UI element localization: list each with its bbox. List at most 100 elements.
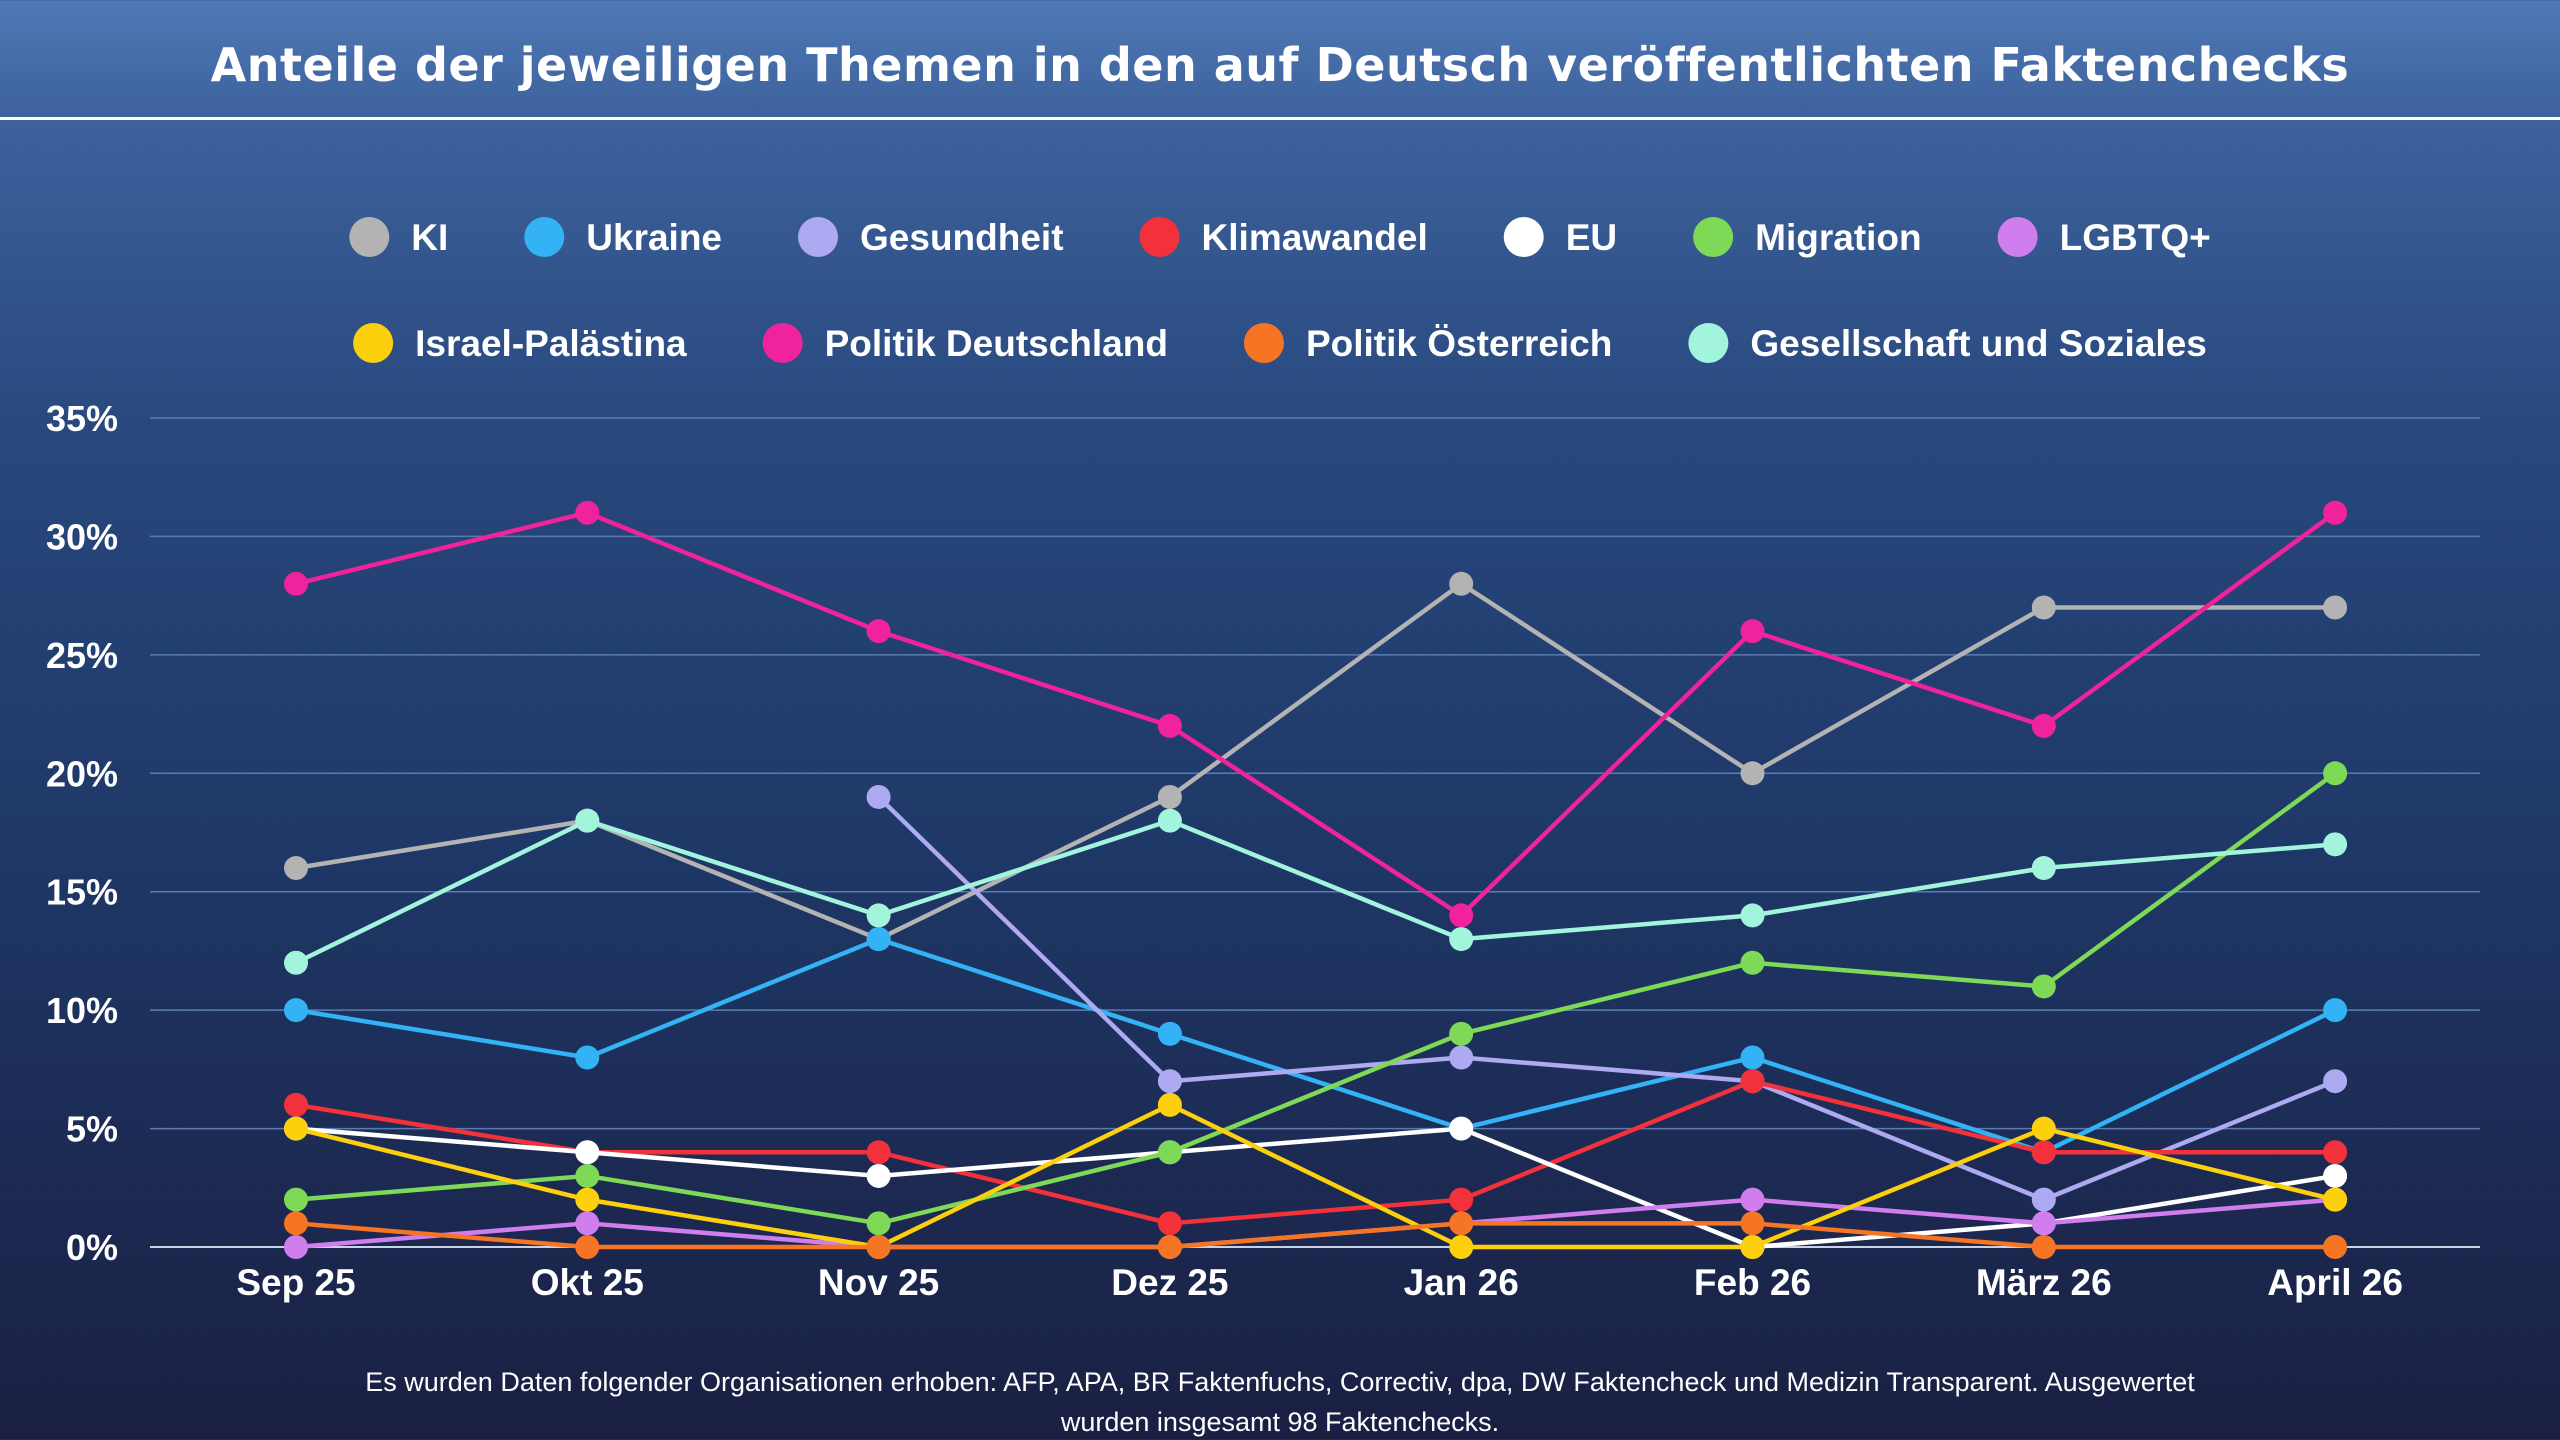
data-point	[1157, 808, 1182, 833]
legend-item-gesellschaft-und-soziales: Gesellschaft und Soziales	[1688, 323, 2207, 364]
data-point	[2031, 1116, 2056, 1141]
data-point	[866, 619, 891, 644]
series-line	[293, 1126, 2338, 1250]
data-point	[2323, 1187, 2348, 1212]
data-point	[2323, 832, 2348, 857]
data-point	[2323, 1069, 2348, 1094]
data-point	[1449, 1021, 1474, 1046]
x-tick-label: Feb 26	[1694, 1262, 1811, 1303]
data-point	[284, 1211, 308, 1236]
legend-marker	[349, 217, 390, 257]
data-point	[284, 998, 308, 1023]
data-point	[866, 927, 891, 952]
data-point	[284, 1235, 308, 1259]
legend-item-klimawandel: Klimawandel	[1139, 217, 1428, 258]
data-point	[1157, 1092, 1182, 1117]
legend-item-politik-deutschland: Politik Deutschland	[762, 323, 1168, 364]
chart-title: Anteile der jeweiligen Themen in den auf…	[210, 38, 2350, 92]
data-point	[1157, 713, 1182, 738]
series-line	[293, 1197, 2338, 1250]
data-point	[1740, 1211, 1765, 1236]
data-point	[866, 1211, 891, 1236]
data-point	[1449, 903, 1474, 928]
data-point	[1740, 1045, 1765, 1070]
legend-item-ukraine: Ukraine	[524, 217, 722, 258]
data-point	[575, 1163, 600, 1188]
legend-marker	[762, 323, 803, 363]
legend-label: KI	[411, 217, 448, 258]
series-politik-deutschland	[284, 500, 2348, 928]
legend-label: EU	[1566, 217, 1617, 258]
y-tick-label: 10%	[46, 990, 118, 1031]
legend-label: Politik Österreich	[1306, 323, 1612, 364]
y-tick-label: 0%	[66, 1227, 118, 1268]
data-point	[1449, 1116, 1474, 1141]
series-gesellschaft-und-soziales	[284, 808, 2348, 975]
series-line	[876, 794, 2338, 1202]
data-point	[575, 808, 600, 833]
x-tick-label: Jan 26	[1404, 1262, 1519, 1303]
data-point	[2031, 595, 2056, 620]
footnote-line-1: Es wurden Daten folgender Organisationen…	[365, 1367, 2195, 1397]
y-tick-label: 15%	[46, 872, 118, 913]
data-point	[575, 1140, 600, 1165]
gridlines	[150, 417, 2480, 1248]
legend-item-eu: EU	[1503, 217, 1617, 258]
data-point	[1449, 927, 1474, 952]
legend-label: LGBTQ+	[2060, 217, 2211, 258]
data-point	[2323, 595, 2348, 620]
data-point	[575, 1235, 600, 1259]
series-ki	[284, 571, 2348, 952]
data-point	[866, 903, 891, 928]
y-axis: 0% 5% 10% 15% 20% 25% 30% 35%	[46, 398, 118, 1268]
legend-marker	[1503, 217, 1544, 257]
data-point	[866, 1235, 891, 1259]
legend-item-lgbtq-plus: LGBTQ+	[1997, 217, 2211, 258]
data-point	[1157, 1069, 1182, 1094]
data-point	[1740, 1187, 1765, 1212]
legend-label: Migration	[1755, 217, 1921, 258]
data-point	[284, 1187, 308, 1212]
series-line	[293, 1078, 2338, 1226]
data-point	[575, 1211, 600, 1236]
x-tick-label: April 26	[2267, 1262, 2403, 1303]
data-point	[1157, 1211, 1182, 1236]
data-point	[2031, 856, 2056, 881]
series-line	[293, 936, 2338, 1155]
data-point	[284, 950, 308, 975]
legend-marker	[1693, 217, 1734, 257]
data-point	[1449, 1045, 1474, 1070]
data-point	[866, 1140, 891, 1165]
x-tick-label: Dez 25	[1111, 1262, 1228, 1303]
data-point	[284, 1116, 308, 1141]
series-lines	[284, 500, 2348, 1259]
data-point	[2031, 713, 2056, 738]
data-point	[2031, 1187, 2056, 1212]
data-point	[866, 784, 891, 809]
data-point	[284, 571, 308, 596]
y-tick-label: 25%	[46, 635, 118, 676]
series-line	[293, 1221, 2338, 1250]
legend-row: Israel-Palästina Politik Deutschland Polit…	[353, 323, 2207, 364]
legend-marker	[798, 217, 839, 257]
data-point	[1740, 950, 1765, 975]
x-axis: Sep 25 Okt 25 Nov 25 Dez 25 Jan 26 Feb 26 März…	[236, 1262, 2403, 1303]
legend-marker	[353, 323, 394, 363]
x-tick-label: Okt 25	[531, 1262, 644, 1303]
data-point	[1740, 1069, 1765, 1094]
legend: KI Ukraine Gesundheit Klimawandel EU Migratio…	[349, 217, 2211, 364]
y-tick-label: 35%	[46, 398, 118, 439]
x-tick-label: Nov 25	[818, 1262, 939, 1303]
data-point	[1740, 619, 1765, 644]
data-point	[2323, 500, 2348, 525]
data-point	[2031, 974, 2056, 999]
data-point	[575, 1187, 600, 1212]
legend-label: Klimawandel	[1202, 217, 1428, 258]
data-point	[284, 856, 308, 881]
legend-label: Politik Deutschland	[825, 323, 1168, 364]
data-point	[1449, 1211, 1474, 1236]
legend-marker	[1688, 323, 1729, 363]
y-tick-label: 5%	[66, 1109, 118, 1150]
series-line	[293, 510, 2338, 918]
